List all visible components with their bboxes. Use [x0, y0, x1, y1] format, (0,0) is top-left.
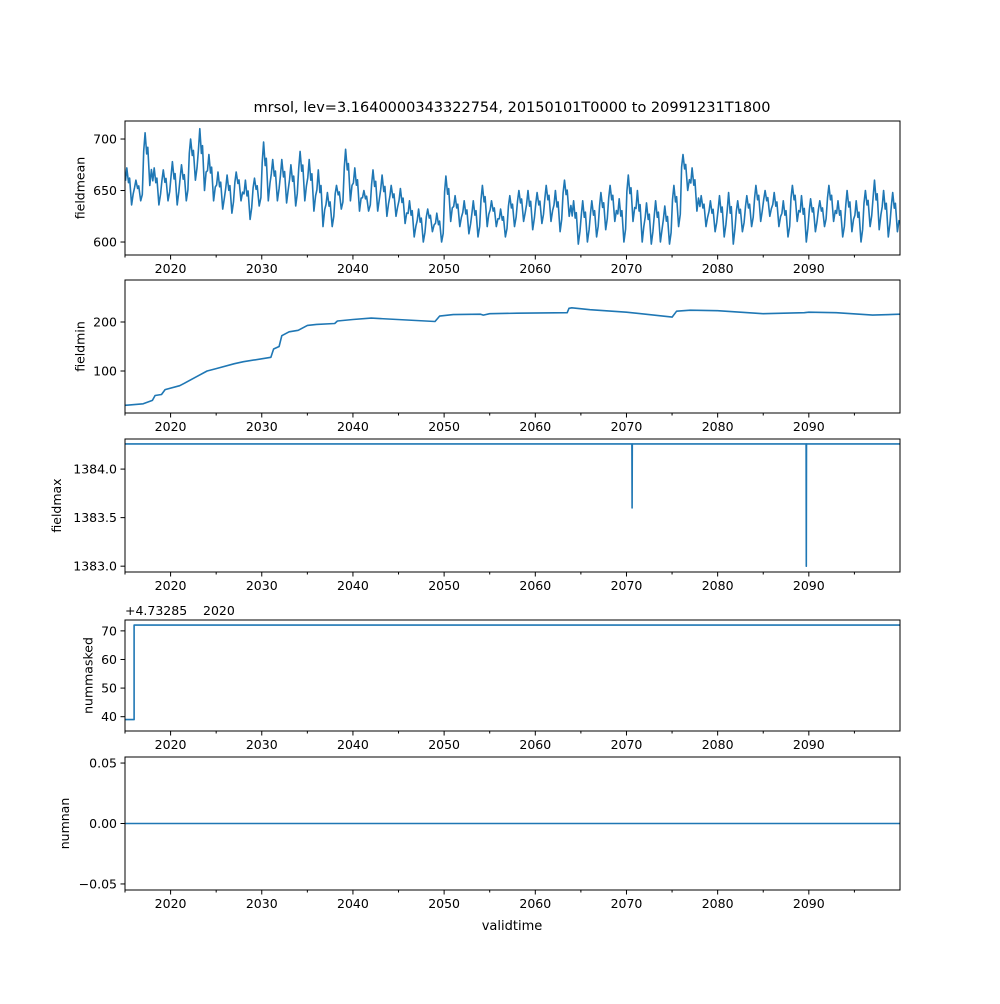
y-axis-label: fieldmax [49, 478, 64, 532]
overlapping-tick-label: 2020 [203, 603, 235, 618]
x-tick-label: 2040 [337, 896, 369, 911]
y-tick-label: 200 [93, 314, 117, 329]
x-tick-label: 2050 [428, 261, 460, 276]
x-tick-label: 2050 [428, 737, 460, 752]
x-tick-label: 2070 [611, 896, 643, 911]
y-tick-label: 1383.5 [73, 510, 117, 525]
x-tick-label: 2020 [155, 419, 187, 434]
x-tick-label: 2090 [793, 578, 825, 593]
y-axis-label: fieldmean [73, 157, 88, 219]
fieldmax-series-line [125, 443, 900, 567]
panel-fieldmax: 2020 2030 2040 2050 2060 2070 2080 2090 1383.0 13… [49, 438, 901, 593]
x-tick-label: 2090 [793, 737, 825, 752]
fieldmax-axes-frame [124, 438, 901, 573]
x-tick-label: 2070 [611, 737, 643, 752]
x-tick-label: 2050 [428, 419, 460, 434]
panel-fieldmean: 2020 2030 2040 2050 2060 2070 2080 2090 600 650 70… [73, 120, 901, 276]
x-tick-label: 2080 [702, 737, 734, 752]
x-tick-label: 2080 [702, 419, 734, 434]
x-tick-label: 2060 [519, 737, 551, 752]
y-tick-label: 0.05 [89, 756, 117, 771]
y-tick-label: 1384.0 [73, 462, 117, 477]
x-tick-label: 2090 [793, 419, 825, 434]
y-tick-label: 40 [101, 709, 117, 724]
y-tick-label: 700 [93, 132, 117, 147]
fieldmin-axes-frame [124, 279, 901, 414]
y-tick-label: 600 [93, 235, 117, 250]
x-tick-label: 2070 [611, 419, 643, 434]
y-tick-label: 1383.0 [73, 559, 117, 574]
nummasked-series-line [125, 624, 900, 721]
y-tick-label: −0.05 [79, 876, 117, 891]
x-tick-label: 2080 [702, 261, 734, 276]
x-tick-label: 2040 [337, 578, 369, 593]
x-tick-label: 2020 [155, 261, 187, 276]
nummasked-axes-frame [124, 619, 901, 732]
y-tick-label: 0.00 [89, 816, 117, 831]
y-tick-label: 50 [101, 681, 117, 696]
y-tick-label: 650 [93, 183, 117, 198]
x-tick-label: 2020 [155, 896, 187, 911]
x-tick-label: 2040 [337, 737, 369, 752]
x-tick-label: 2040 [337, 419, 369, 434]
x-tick-label: 2020 [155, 737, 187, 752]
x-tick-label: 2080 [702, 578, 734, 593]
fieldmean-series-line [125, 127, 900, 245]
x-axis-label: validtime [482, 919, 543, 934]
y-tick-label: 60 [101, 652, 117, 667]
x-tick-label: 2060 [519, 578, 551, 593]
fieldmin-series-line [125, 307, 900, 407]
fieldmean-axes-frame [124, 120, 901, 256]
panel-fieldmin: 2020 2030 2040 2050 2060 2070 2080 2090 100 200 fi… [73, 279, 901, 434]
y-offset-text: +4.73285 [125, 603, 187, 618]
x-tick-label: 2090 [793, 896, 825, 911]
y-axis-label: numnan [57, 798, 72, 850]
x-tick-label: 2030 [246, 261, 278, 276]
x-tick-label: 2030 [246, 896, 278, 911]
x-tick-label: 2050 [428, 896, 460, 911]
x-tick-label: 2020 [155, 578, 187, 593]
x-tick-label: 2060 [519, 419, 551, 434]
y-axis-label: nummasked [80, 637, 95, 714]
panel-numnan: 2020 2030 2040 2050 2060 2070 2080 2090 −0.05 0.0… [57, 756, 901, 911]
panel-nummasked: 2020 2030 2040 2050 2060 2070 2080 2090 40 50 60 70… [80, 603, 901, 752]
y-tick-label: 70 [101, 623, 117, 638]
y-axis-label: fieldmin [73, 321, 88, 372]
x-tick-label: 2090 [793, 261, 825, 276]
x-tick-label: 2040 [337, 261, 369, 276]
x-tick-label: 2030 [246, 578, 278, 593]
x-tick-label: 2030 [246, 737, 278, 752]
x-tick-label: 2050 [428, 578, 460, 593]
x-tick-label: 2030 [246, 419, 278, 434]
x-tick-label: 2060 [519, 896, 551, 911]
chart-title: mrsol, lev=3.1640000343322754, 20150101T… [254, 100, 771, 116]
x-tick-label: 2070 [611, 261, 643, 276]
x-tick-label: 2060 [519, 261, 551, 276]
x-tick-label: 2070 [611, 578, 643, 593]
y-tick-label: 100 [93, 364, 117, 379]
x-tick-label: 2080 [702, 896, 734, 911]
